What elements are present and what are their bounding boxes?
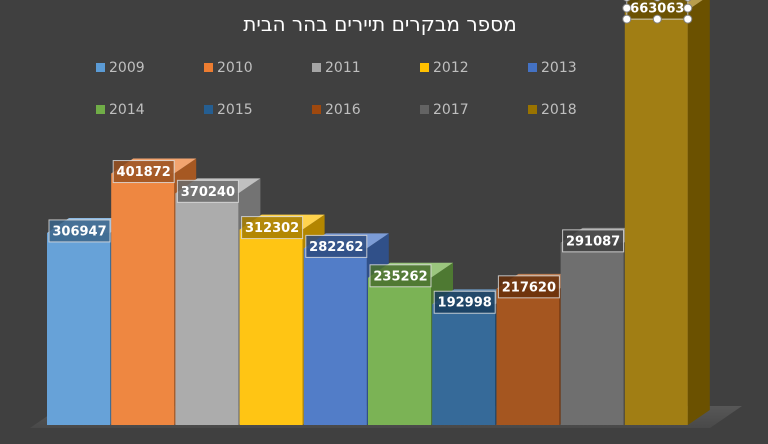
bar-front	[303, 248, 367, 425]
selection-handle[interactable]	[622, 14, 632, 24]
legend-item-2016: 2016	[312, 102, 361, 118]
data-label-box	[176, 179, 239, 203]
data-label-text: 312302	[245, 221, 299, 236]
bar-front	[624, 10, 688, 426]
bar-sheen	[624, 10, 688, 426]
legend-swatch	[312, 63, 321, 72]
bar-front	[496, 288, 560, 425]
legend-label: 2011	[325, 60, 361, 76]
bar-front	[111, 173, 175, 425]
bar-front	[175, 193, 239, 425]
bar-sheen	[239, 229, 303, 425]
legend-label: 2012	[433, 60, 469, 76]
data-label-text: 370240	[181, 185, 235, 200]
data-label-text: 235262	[373, 269, 427, 284]
legend-item-2017: 2017	[420, 102, 469, 118]
bar-sheen	[368, 277, 431, 425]
legend-item-2009: 2009	[96, 60, 145, 76]
data-label-box	[241, 216, 304, 240]
legend-swatch	[312, 105, 321, 114]
data-label-box	[305, 234, 368, 258]
legend-item-2018: 2018	[528, 102, 577, 118]
data-label-2016: 217620	[497, 275, 560, 299]
data-label-box	[112, 160, 175, 184]
legend-label: 2013	[541, 60, 577, 76]
legend-swatch	[420, 63, 429, 72]
legend-swatch	[420, 105, 429, 114]
bar-front	[368, 277, 431, 425]
data-label-2018: 663063	[622, 0, 693, 24]
data-label-2009: 306947	[48, 219, 111, 243]
bar-sheen	[47, 232, 110, 425]
legend-swatch	[204, 63, 213, 72]
data-label-2017: 291087	[562, 229, 625, 253]
legend-label: 2015	[217, 102, 253, 118]
legend-item-2015: 2015	[204, 102, 253, 118]
bar-sheen	[560, 242, 624, 425]
data-label-text: 217620	[502, 280, 556, 295]
data-label-2011: 370240	[176, 179, 239, 203]
bar-sheen	[432, 304, 496, 425]
legend-item-2011: 2011	[312, 60, 361, 76]
data-label-box	[562, 229, 625, 253]
legend: 2009 2010 2011 2012 2013 2014 2015 2016 2017 2018	[96, 60, 577, 118]
bars	[47, 0, 710, 426]
data-label-box	[48, 219, 111, 243]
data-label-box	[433, 290, 496, 314]
bar-front	[47, 232, 110, 425]
data-label-text: 282262	[309, 240, 363, 255]
chart-title: מספר מבקרים תיירים בהר הבית	[243, 12, 516, 36]
legend-label: 2016	[325, 102, 361, 118]
legend-label: 2018	[541, 102, 577, 118]
legend-swatch	[96, 63, 105, 72]
data-label-2014: 235262	[369, 264, 432, 288]
bar-front	[560, 242, 624, 425]
data-label-2012: 312302	[241, 216, 304, 240]
bar-sheen	[303, 248, 367, 425]
data-label-text: 401872	[117, 165, 171, 180]
selection-handle[interactable]	[622, 3, 632, 13]
data-label-2010: 401872	[112, 160, 175, 184]
legend-label: 2009	[109, 60, 145, 76]
legend-swatch	[204, 105, 213, 114]
data-label-box	[369, 264, 432, 288]
legend-item-2012: 2012	[420, 60, 469, 76]
legend-label: 2014	[109, 102, 145, 118]
selection-handle[interactable]	[623, 0, 631, 2]
bar-sheen	[111, 173, 175, 425]
legend-swatch	[528, 105, 537, 114]
bar-front	[432, 304, 496, 425]
selection-handle[interactable]	[683, 14, 693, 24]
data-label-text: 192998	[438, 296, 492, 311]
bar-side	[687, 0, 710, 425]
selection-handle[interactable]	[652, 14, 662, 24]
legend-item-2010: 2010	[204, 60, 253, 76]
legend-label: 2017	[433, 102, 469, 118]
bar-2018	[624, 0, 710, 426]
data-label-2013: 282262	[305, 234, 368, 258]
legend-label: 2010	[217, 60, 253, 76]
data-label-box	[497, 275, 560, 299]
bar-2015	[432, 289, 518, 425]
data-labels: 306947 401872 370240 312302 282262 235262 1929…	[48, 0, 693, 314]
data-label-text: 663063	[630, 2, 684, 17]
legend-swatch	[96, 105, 105, 114]
legend-item-2013: 2013	[528, 60, 577, 76]
bar-front	[239, 229, 303, 425]
bar-sheen	[496, 288, 560, 425]
data-label-text: 306947	[52, 224, 106, 239]
selection-handle[interactable]	[684, 0, 692, 2]
bar-sheen	[175, 193, 239, 425]
selection-handle[interactable]	[653, 0, 661, 2]
selection-handle[interactable]	[683, 3, 693, 13]
legend-item-2014: 2014	[96, 102, 145, 118]
data-label-2015: 192998	[433, 290, 496, 314]
data-label-text: 291087	[566, 234, 620, 249]
legend-swatch	[528, 63, 537, 72]
